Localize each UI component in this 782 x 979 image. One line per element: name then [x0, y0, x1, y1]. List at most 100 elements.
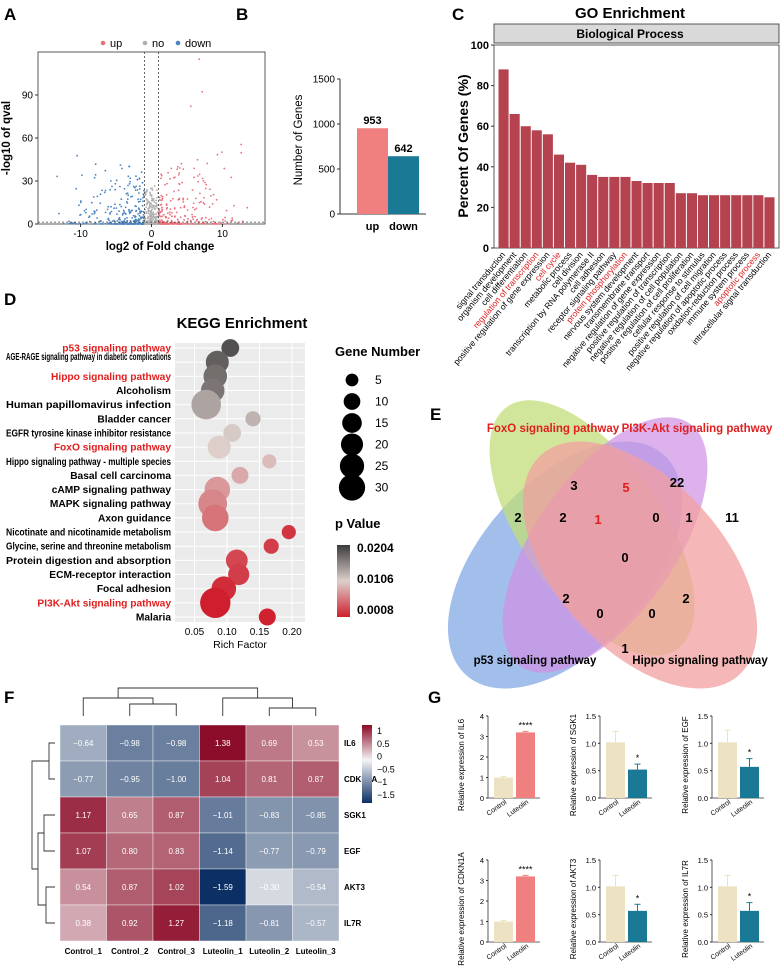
volcano-point: [109, 188, 111, 191]
volcano-point: [153, 201, 156, 204]
volcano-point: [142, 196, 144, 199]
go-bar: [509, 114, 520, 248]
volcano-point: [226, 222, 229, 225]
volcano-point: [184, 215, 187, 218]
volcano-point: [165, 207, 168, 210]
bar-Luteolin: [740, 766, 759, 798]
volcano-point: [131, 209, 134, 212]
heatmap-cell: [59, 724, 107, 762]
volcano-point: [156, 215, 158, 218]
significance-label: *: [636, 753, 640, 763]
legend-marker-down: [175, 40, 181, 46]
bubble: [263, 538, 279, 554]
volcano-point: [192, 206, 194, 209]
volcano-point: [189, 105, 192, 108]
size-legend-label: 20: [375, 438, 389, 452]
y-tick-label: 2: [480, 897, 484, 906]
row-label: CDKN1A: [344, 775, 378, 784]
volcano-point: [200, 200, 202, 203]
heatmap-cell: [59, 904, 107, 942]
volcano-point: [154, 218, 157, 221]
y-tick-label: 0.5: [586, 911, 596, 920]
volcano-point: [172, 197, 174, 200]
volcano-point: [150, 219, 153, 222]
heatmap-cell: [245, 724, 293, 762]
volcano-point: [183, 206, 186, 209]
volcano-point: [99, 223, 102, 225]
volcano-point: [133, 220, 136, 223]
volcano-point: [133, 222, 136, 225]
heatmap-cell-label: 0.54: [75, 883, 91, 892]
volcano-point: [143, 189, 145, 192]
row-label: AKT3: [344, 883, 365, 892]
volcano-point: [173, 190, 175, 193]
y-tick-label: 1.0: [698, 739, 708, 748]
venn-set-label: Hippo signaling pathway: [632, 655, 768, 667]
volcano-point: [153, 185, 156, 187]
volcano-point: [123, 211, 125, 213]
y-tick-label: 1.0: [698, 883, 708, 892]
y-tick-label: 1.5: [698, 712, 708, 721]
volcano-point: [101, 223, 103, 225]
volcano-point: [182, 201, 185, 203]
x-tick-label: 0.10: [217, 627, 237, 638]
volcano-point: [178, 183, 181, 186]
volcano-point: [125, 201, 128, 203]
x-tick-label: Control: [598, 943, 621, 962]
x-tick-label: Control: [486, 799, 509, 818]
size-legend-marker: [345, 373, 359, 387]
volcano-point: [144, 223, 147, 225]
volcano-point: [150, 216, 153, 219]
y-tick-label: 30: [22, 177, 34, 188]
volcano-point: [96, 195, 99, 198]
go-bar: [764, 197, 775, 249]
volcano-point: [151, 198, 154, 201]
bubble: [228, 563, 250, 586]
volcano-point: [180, 162, 183, 165]
heatmap-cell-label: −0.57: [306, 919, 327, 928]
volcano-point: [118, 210, 120, 213]
volcano-point: [139, 200, 141, 203]
volcano-point: [122, 209, 125, 212]
venn-region-count: 3: [570, 478, 577, 493]
volcano-point: [165, 204, 168, 207]
volcano-point: [83, 222, 85, 225]
volcano-point: [183, 218, 186, 221]
volcano-point: [236, 222, 239, 225]
volcano-point: [137, 200, 140, 203]
volcano-point: [90, 201, 93, 204]
venn-region-count: 0: [621, 550, 628, 565]
y-tick-label: Hippo signaling pathway: [51, 372, 171, 383]
volcano-point: [140, 223, 143, 225]
volcano-point: [121, 167, 123, 170]
volcano-point: [144, 191, 147, 194]
x-tick-label: Control: [486, 943, 509, 962]
heatmap-cell: [292, 724, 340, 762]
volcano-point: [119, 203, 121, 206]
y-tick-label: EGFR tyrosine kinase inhibitor resistanc…: [6, 428, 171, 439]
volcano-point: [138, 192, 140, 194]
volcano-point: [220, 221, 222, 224]
volcano-point: [171, 215, 173, 218]
volcano-point: [106, 208, 109, 211]
heatmap-cell: [292, 904, 340, 942]
heatmap-cell-label: 1.02: [168, 883, 184, 892]
volcano-point: [111, 185, 113, 188]
size-legend-label: 15: [375, 416, 389, 430]
volcano-point: [221, 151, 223, 154]
volcano-point: [149, 193, 152, 195]
bar-Luteolin: [628, 910, 647, 942]
volcano-point: [206, 222, 209, 225]
volcano-point: [147, 209, 150, 212]
y-tick-label: cAMP signaling pathway: [52, 485, 172, 496]
volcano-point: [201, 177, 204, 180]
heatmap-cell-label: −1.00: [166, 775, 187, 784]
bar-down: [388, 156, 419, 214]
volcano-point: [156, 196, 158, 199]
volcano-point: [126, 219, 129, 222]
heatmap-cell-label: −0.85: [306, 811, 327, 820]
volcano-point: [94, 222, 97, 225]
volcano-point: [176, 168, 179, 171]
volcano-point: [137, 198, 140, 201]
volcano-point: [80, 200, 82, 202]
